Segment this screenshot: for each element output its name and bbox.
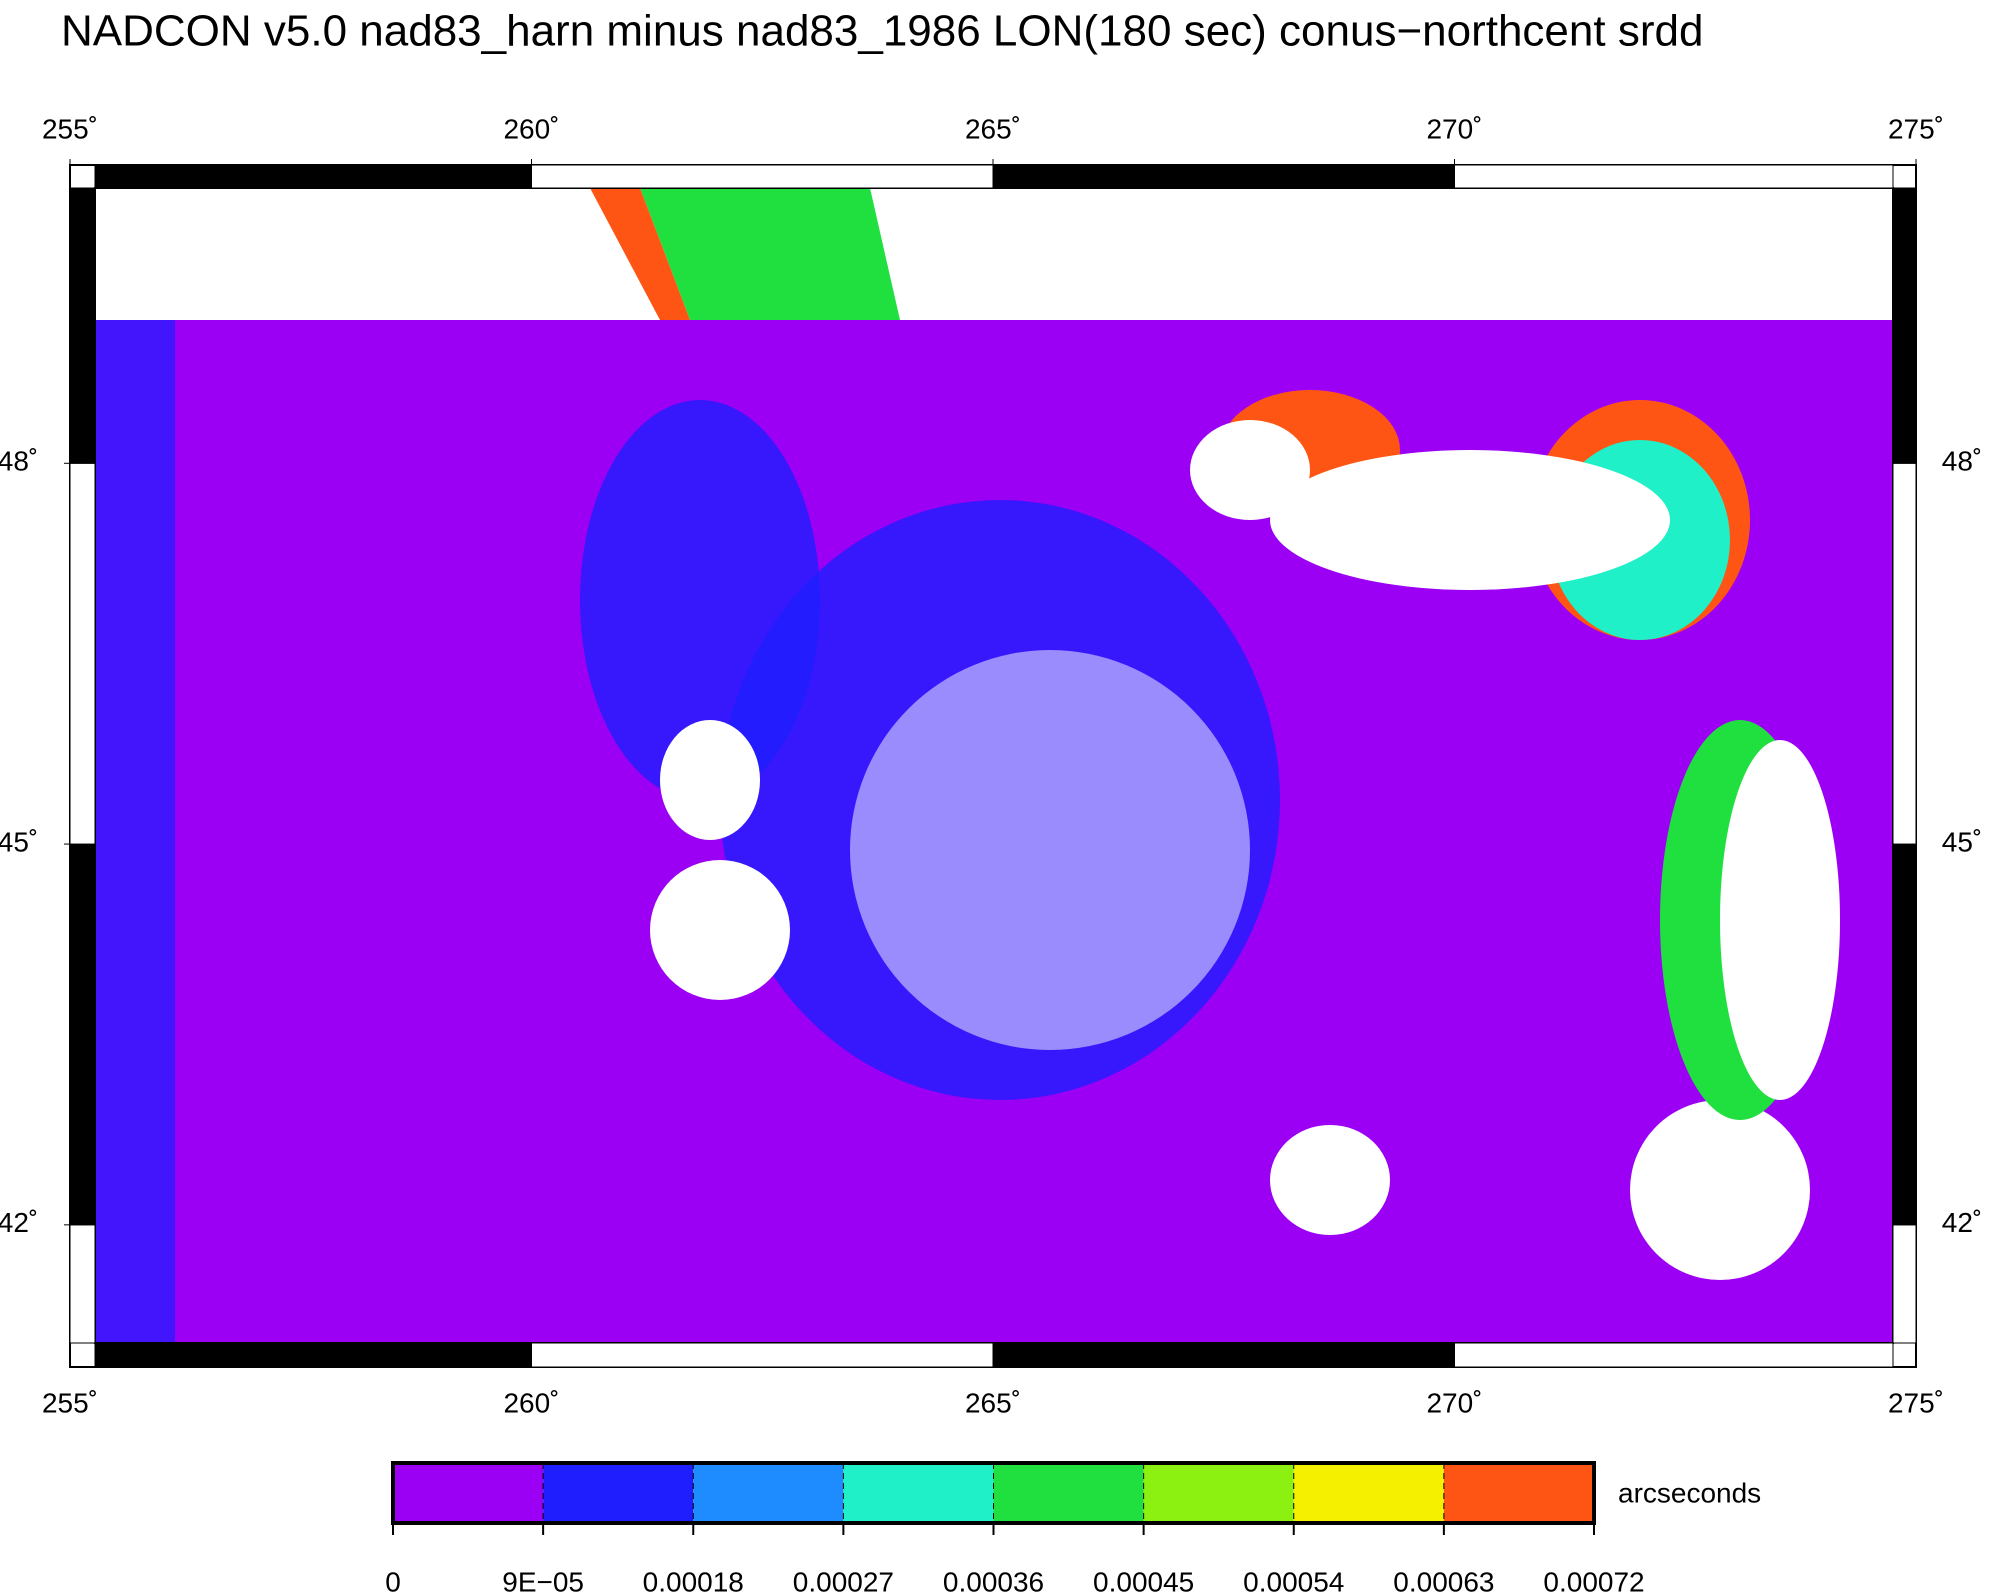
colorbar-tick-label: 0.00036: [943, 1566, 1044, 1596]
colorbar-bin: [393, 1463, 544, 1523]
colorbar-tick-label: 0: [385, 1566, 401, 1596]
colorbar-bin: [1143, 1463, 1294, 1523]
y-tick-label: 48˚: [0, 446, 38, 477]
map-raster: [95, 188, 1893, 1343]
frame-band: [1892, 462, 1917, 845]
frame-band: [1892, 187, 1917, 464]
x-tick-label: 265˚: [965, 1387, 1021, 1418]
frame-band: [992, 1342, 1455, 1368]
colorbar-tick-label: 9E−05: [502, 1566, 584, 1596]
x-tick-label: 260˚: [503, 1387, 559, 1418]
colorbar-bin: [1443, 1463, 1594, 1523]
x-tick-label: 255˚: [42, 1387, 98, 1418]
frame-band: [1454, 1342, 1894, 1368]
frame-band: [69, 843, 96, 1226]
colorbar-bin: [993, 1463, 1144, 1523]
y-tick-label: 42˚: [0, 1207, 38, 1238]
frame-band: [531, 164, 994, 189]
colorbar-bin: [1293, 1463, 1444, 1523]
colorbar-tick-label: 0.00054: [1243, 1566, 1344, 1596]
frame-band: [1892, 1224, 1917, 1344]
x-tick-label: 275˚: [1888, 1387, 1944, 1418]
chart-title: NADCON v5.0 nad83_harn minus nad83_1986 …: [61, 7, 1703, 56]
colorbar-tick-label: 0.00063: [1393, 1566, 1494, 1596]
y-tick-label: 42˚: [1942, 1207, 1982, 1238]
frame-band: [69, 187, 96, 464]
colorbar-tick-label: 0.00018: [643, 1566, 744, 1596]
frame-band: [1892, 843, 1917, 1226]
colorbar-bin: [843, 1463, 994, 1523]
colorbar-tick-label: 0.00045: [1093, 1566, 1194, 1596]
colorbar-label: arcseconds: [1618, 1477, 1761, 1508]
frame-band: [69, 462, 96, 845]
frame-band: [69, 1224, 96, 1344]
y-tick-label: 45˚: [0, 826, 38, 857]
frame-band: [992, 164, 1455, 189]
frame-band: [94, 1342, 532, 1368]
x-tick-label: 275˚: [1888, 113, 1944, 144]
x-tick-label: 255˚: [42, 113, 98, 144]
x-tick-label: 260˚: [503, 113, 559, 144]
colorbar-bin: [543, 1463, 694, 1523]
frame-band: [94, 164, 532, 189]
y-tick-label: 48˚: [1942, 446, 1982, 477]
frame-band: [531, 1342, 994, 1368]
x-tick-label: 270˚: [1426, 1387, 1482, 1418]
frame-band: [1454, 164, 1894, 189]
colorbar-tick-label: 0.00027: [793, 1566, 894, 1596]
colorbar-bin: [693, 1463, 844, 1523]
x-tick-label: 270˚: [1426, 113, 1482, 144]
x-tick-label: 265˚: [965, 113, 1021, 144]
colorbar-tick-label: 0.00072: [1543, 1566, 1644, 1596]
y-tick-label: 45˚: [1942, 826, 1982, 857]
